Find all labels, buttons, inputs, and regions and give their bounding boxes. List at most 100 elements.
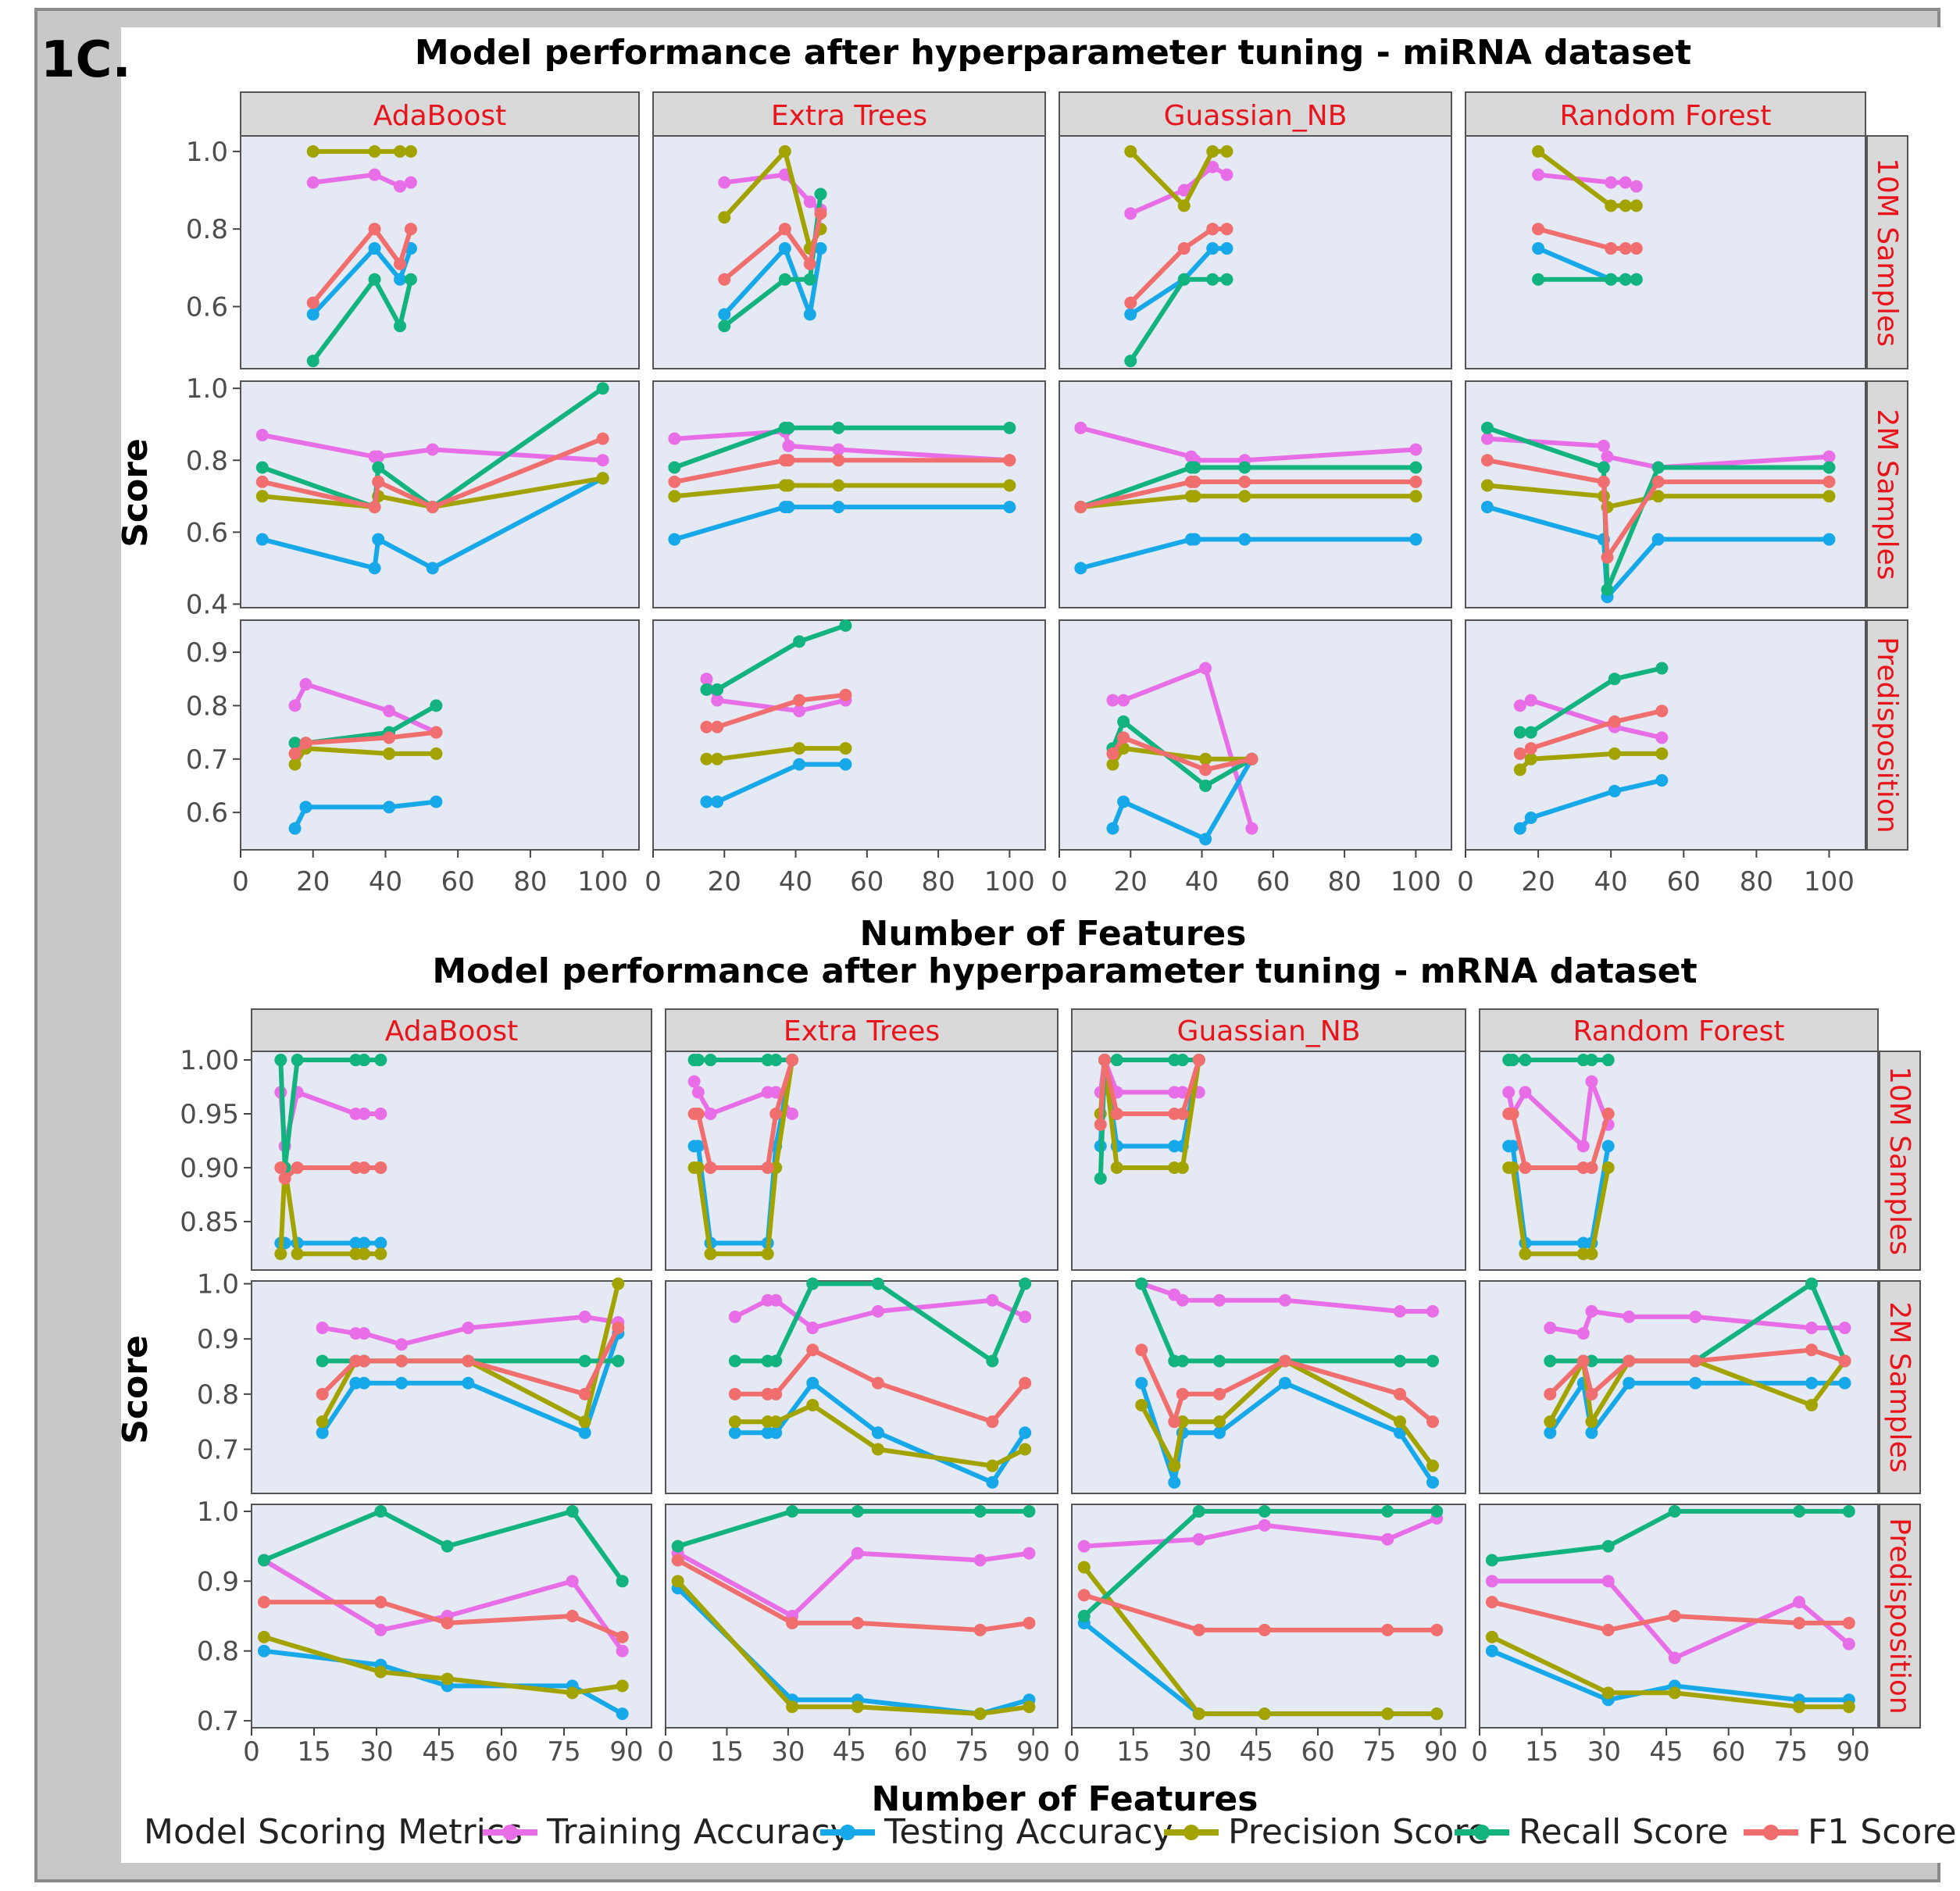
data-point: [1188, 533, 1201, 546]
data-point: [394, 319, 406, 333]
data-point: [1117, 715, 1130, 728]
data-point: [769, 1354, 783, 1368]
data-point: [1601, 1054, 1615, 1067]
strip-0-0: [240, 91, 640, 137]
data-point: [814, 242, 827, 255]
data-point: [1023, 1504, 1036, 1518]
data-point: [358, 1327, 370, 1340]
strip-1-1: [665, 1008, 1059, 1052]
data-point: [1106, 822, 1119, 835]
data-point: [1480, 479, 1494, 492]
data-point: [1192, 1623, 1205, 1636]
data-point: [1168, 1475, 1181, 1489]
data-point: [383, 747, 396, 760]
data-point: [1094, 1172, 1107, 1185]
data-point: [1585, 1247, 1598, 1261]
data-point: [668, 475, 681, 488]
data-point: [596, 472, 609, 485]
data-point: [1168, 1415, 1181, 1429]
data-point: [1513, 763, 1526, 776]
data-point: [1793, 1616, 1806, 1629]
data-point: [1601, 1686, 1615, 1700]
data-point: [1135, 1398, 1148, 1411]
x-tick-label: 15: [297, 1736, 330, 1768]
data-point: [616, 1679, 629, 1693]
data-point: [1823, 450, 1836, 463]
data-point: [394, 257, 406, 270]
data-point: [368, 145, 381, 158]
row-strip-0-0: [1866, 135, 1908, 369]
data-point: [1426, 1415, 1439, 1429]
data-point: [383, 801, 396, 814]
data-point: [372, 533, 385, 546]
data-point: [1394, 1354, 1406, 1368]
data-point: [761, 1247, 774, 1261]
data-point: [1106, 758, 1119, 771]
data-point: [1842, 1700, 1855, 1714]
x-tick-label: 40: [779, 866, 812, 897]
data-point: [986, 1415, 999, 1429]
data-point: [1023, 1616, 1036, 1629]
data-point: [426, 501, 439, 514]
data-point: [374, 1665, 387, 1679]
data-point: [1394, 1415, 1406, 1429]
data-point: [1238, 475, 1251, 488]
data-point: [1426, 1475, 1439, 1489]
row-strip-label: 10M Samples: [1871, 158, 1903, 347]
data-point: [1019, 1277, 1032, 1290]
series-line-training-accuracy: [723, 172, 823, 212]
legend-swatch-dot: [840, 1825, 855, 1840]
data-point: [782, 421, 795, 434]
data-point: [1124, 308, 1137, 321]
x-tick-label: 0: [644, 866, 662, 897]
data-point: [368, 242, 381, 255]
x-tick-label: 45: [1649, 1736, 1683, 1768]
x-tick-label: 45: [422, 1736, 455, 1768]
data-point: [255, 429, 269, 442]
data-point: [1576, 1140, 1590, 1153]
data-point: [782, 479, 795, 492]
data-point: [374, 1054, 387, 1067]
series-line-precision-score: [1518, 751, 1662, 772]
series-line-f1-score: [311, 227, 413, 305]
data-point: [786, 1616, 799, 1629]
data-point: [1532, 242, 1545, 255]
data-point: [1117, 731, 1130, 744]
data-point: [1220, 145, 1233, 158]
data-point: [986, 1459, 999, 1472]
data-point: [671, 1554, 684, 1567]
data-point: [578, 1415, 591, 1429]
data-point: [1485, 1554, 1498, 1567]
data-point: [616, 1575, 629, 1588]
data-point: [1019, 1376, 1032, 1390]
data-point: [691, 1140, 705, 1153]
data-point: [404, 223, 417, 236]
data-point: [1199, 763, 1212, 776]
data-point: [394, 180, 406, 193]
y-tick-label: 0.8: [186, 214, 228, 245]
row-strip-label: 2M Samples: [1883, 1301, 1915, 1472]
data-point: [1077, 1561, 1091, 1574]
data-point: [832, 501, 845, 514]
data-point: [1074, 421, 1087, 434]
data-point: [778, 273, 791, 286]
data-point: [806, 1277, 819, 1290]
data-point: [871, 1426, 884, 1440]
data-point: [700, 720, 713, 733]
strip-0-2: [1059, 91, 1452, 137]
data-point: [596, 432, 609, 445]
data-point: [871, 1277, 884, 1290]
data-point: [1608, 673, 1621, 686]
data-point: [769, 1108, 783, 1120]
data-point: [1124, 296, 1137, 309]
row-strip-1-0: [1879, 1051, 1921, 1271]
data-point: [358, 1376, 370, 1390]
x-tick-label: 45: [833, 1736, 866, 1768]
data-point: [711, 683, 724, 696]
x-tick-label: 0: [1063, 1736, 1080, 1768]
data-point: [394, 145, 406, 158]
series-line-f1-score: [1111, 735, 1253, 772]
data-point: [1074, 562, 1087, 575]
data-point: [1192, 1707, 1205, 1721]
